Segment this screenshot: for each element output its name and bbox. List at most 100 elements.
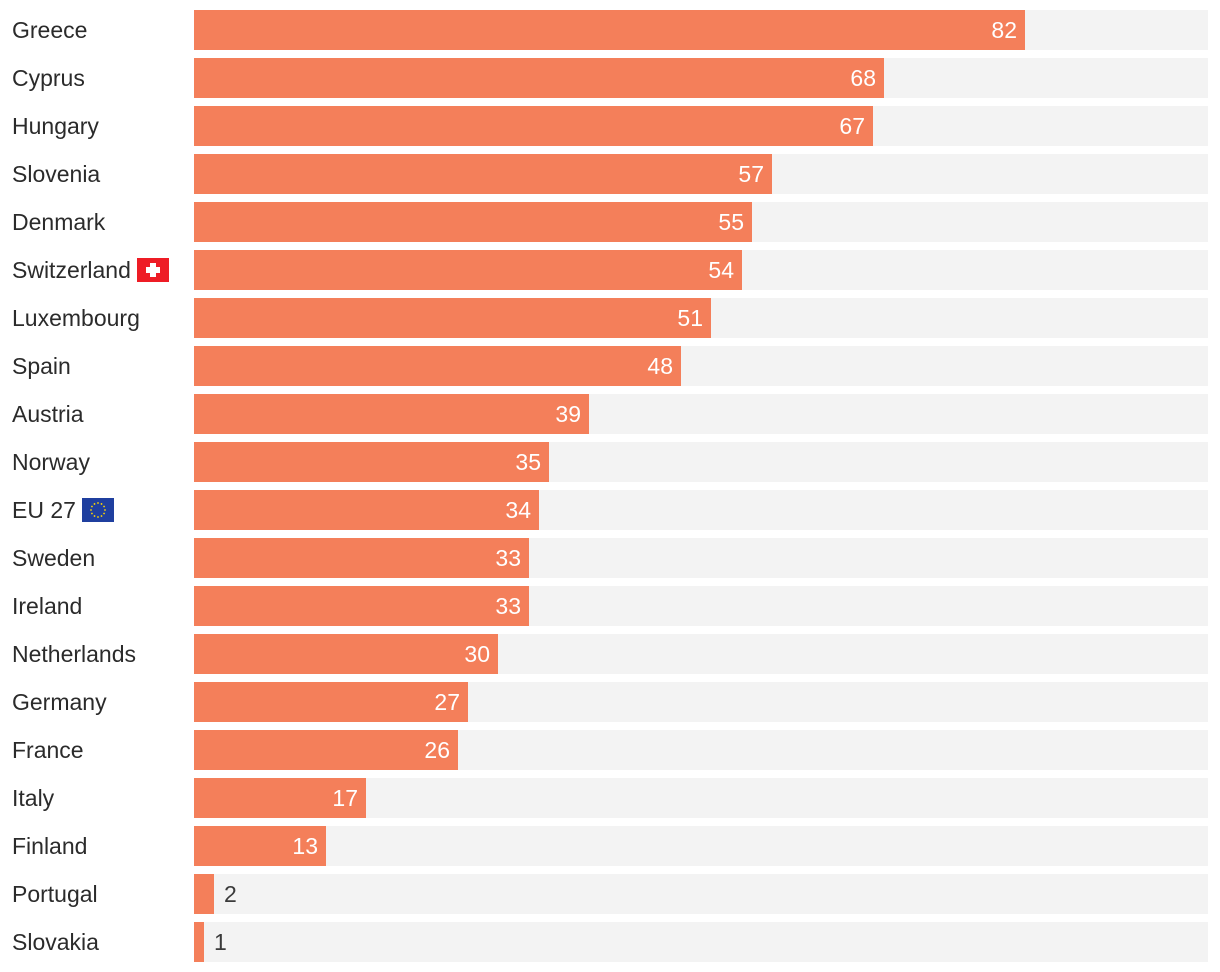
category-label-text: Greece bbox=[12, 17, 88, 43]
category-label: Cyprus bbox=[12, 58, 85, 98]
bar-row: Spain 48 bbox=[0, 346, 1220, 386]
category-label-text: Denmark bbox=[12, 209, 106, 235]
category-label: Finland bbox=[12, 826, 87, 866]
bar-row: Slovenia 57 bbox=[0, 154, 1220, 194]
bar-row: Sweden 33 bbox=[0, 538, 1220, 578]
data-label: 33 bbox=[495, 593, 521, 619]
data-label: 35 bbox=[515, 449, 541, 475]
category-label-text: Portugal bbox=[12, 881, 98, 907]
category-label: Hungary bbox=[12, 106, 99, 146]
category-label: Sweden bbox=[12, 538, 95, 578]
bar bbox=[194, 250, 742, 290]
category-label-text: France bbox=[12, 737, 84, 763]
bar-track bbox=[194, 874, 1208, 914]
bar bbox=[194, 538, 529, 578]
category-label: Denmark bbox=[12, 202, 105, 242]
bar-row: Portugal 2 bbox=[0, 874, 1220, 914]
data-label: 33 bbox=[495, 545, 521, 571]
bar bbox=[194, 154, 772, 194]
data-label: 39 bbox=[555, 401, 581, 427]
category-label-text: Norway bbox=[12, 449, 90, 475]
category-label: Switzerland bbox=[12, 250, 169, 290]
category-label: Norway bbox=[12, 442, 90, 482]
category-label: France bbox=[12, 730, 84, 770]
bar-row: Austria 39 bbox=[0, 394, 1220, 434]
data-label: 55 bbox=[718, 209, 744, 235]
category-label: Spain bbox=[12, 346, 71, 386]
bar bbox=[194, 394, 589, 434]
bar bbox=[194, 874, 214, 914]
category-label-text: Switzerland bbox=[12, 257, 131, 283]
bar-row: Hungary 67 bbox=[0, 106, 1220, 146]
bar bbox=[194, 298, 711, 338]
bar-track bbox=[194, 922, 1208, 962]
bar bbox=[194, 634, 498, 674]
category-label-text: Hungary bbox=[12, 113, 99, 139]
bar bbox=[194, 826, 326, 866]
swiss-flag-icon bbox=[136, 258, 169, 282]
category-label-text: Finland bbox=[12, 833, 88, 859]
bar bbox=[194, 106, 873, 146]
bar-row: Switzerland 54 bbox=[0, 250, 1220, 290]
eu-flag-icon bbox=[81, 498, 114, 522]
data-label: 17 bbox=[332, 785, 358, 811]
category-label: Ireland bbox=[12, 586, 82, 626]
data-label: 54 bbox=[708, 257, 734, 283]
data-label: 82 bbox=[991, 17, 1017, 43]
bar bbox=[194, 730, 458, 770]
data-label: 13 bbox=[292, 833, 318, 859]
category-label-text: Spain bbox=[12, 353, 71, 379]
category-label: Greece bbox=[12, 10, 87, 50]
data-label: 68 bbox=[850, 65, 876, 91]
data-label: 57 bbox=[738, 161, 764, 187]
bar bbox=[194, 442, 549, 482]
data-label: 30 bbox=[464, 641, 490, 667]
category-label: Slovakia bbox=[12, 922, 99, 962]
bar-row: Finland 13 bbox=[0, 826, 1220, 866]
bar-row: Luxembourg 51 bbox=[0, 298, 1220, 338]
data-label: 51 bbox=[677, 305, 703, 331]
category-label-text: Austria bbox=[12, 401, 84, 427]
bar bbox=[194, 778, 366, 818]
category-label: Germany bbox=[12, 682, 107, 722]
data-label: 26 bbox=[424, 737, 450, 763]
bar bbox=[194, 682, 468, 722]
category-label-text: Cyprus bbox=[12, 65, 85, 91]
category-label: EU 27 bbox=[12, 490, 114, 530]
category-label-text: EU 27 bbox=[12, 497, 76, 523]
bar-row: Norway 35 bbox=[0, 442, 1220, 482]
data-label: 67 bbox=[839, 113, 865, 139]
bar-row: Ireland 33 bbox=[0, 586, 1220, 626]
category-label: Italy bbox=[12, 778, 54, 818]
bar-row: Cyprus 68 bbox=[0, 58, 1220, 98]
bar bbox=[194, 202, 752, 242]
bar-row: Denmark 55 bbox=[0, 202, 1220, 242]
category-label: Netherlands bbox=[12, 634, 136, 674]
bar bbox=[194, 586, 529, 626]
category-label-text: Italy bbox=[12, 785, 55, 811]
bar-row: Germany 27 bbox=[0, 682, 1220, 722]
bar-row: Slovakia 1 bbox=[0, 922, 1220, 962]
bar bbox=[194, 58, 884, 98]
category-label: Portugal bbox=[12, 874, 98, 914]
data-label: 48 bbox=[647, 353, 673, 379]
data-label: 2 bbox=[224, 881, 237, 907]
category-label-text: Netherlands bbox=[12, 641, 137, 667]
bar-row: Netherlands 30 bbox=[0, 634, 1220, 674]
category-label: Austria bbox=[12, 394, 84, 434]
category-label-text: Ireland bbox=[12, 593, 83, 619]
category-label-text: Germany bbox=[12, 689, 107, 715]
category-label-text: Slovakia bbox=[12, 929, 99, 955]
bar-row: Italy 17 bbox=[0, 778, 1220, 818]
category-label-text: Sweden bbox=[12, 545, 96, 571]
bar bbox=[194, 922, 204, 962]
bar-row: EU 27 34 bbox=[0, 490, 1220, 530]
bar-track bbox=[194, 826, 1208, 866]
bar-row: France 26 bbox=[0, 730, 1220, 770]
category-label-text: Slovenia bbox=[12, 161, 101, 187]
data-label: 27 bbox=[434, 689, 460, 715]
category-label: Luxembourg bbox=[12, 298, 140, 338]
bar-row: Greece 82 bbox=[0, 10, 1220, 50]
category-label-text: Luxembourg bbox=[12, 305, 140, 331]
